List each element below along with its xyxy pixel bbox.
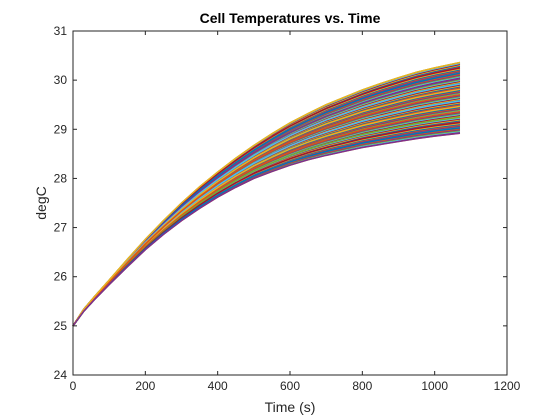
- x-tick-label: 1000: [421, 379, 448, 393]
- series-line-extreme: [72, 132, 461, 327]
- x-tick-label: 600: [280, 379, 300, 393]
- x-tick-label: 800: [352, 379, 372, 393]
- y-tick-label: 29: [54, 122, 68, 136]
- series-line-extreme: [72, 61, 461, 327]
- y-axis-label: degC: [33, 186, 49, 219]
- chart-title: Cell Temperatures vs. Time: [200, 10, 381, 26]
- y-tick-label: 26: [54, 270, 68, 284]
- x-axis-label: Time (s): [265, 399, 316, 415]
- y-tick-label: 24: [54, 368, 68, 382]
- x-tick-label: 200: [135, 379, 155, 393]
- y-tick-label: 28: [54, 171, 68, 185]
- series-line: [72, 93, 461, 327]
- y-tick-label: 25: [54, 319, 68, 333]
- y-tick-label: 31: [54, 24, 68, 38]
- y-tick-label: 30: [54, 73, 68, 87]
- tick-layer: 0 200 400 600 800 1000 1200 24 25 26 27 28 29 30 31: [54, 24, 521, 393]
- x-tick-label: 400: [208, 379, 228, 393]
- x-tick-label: 0: [70, 379, 77, 393]
- series-layer: [72, 61, 461, 327]
- x-tick-label: 1200: [494, 379, 521, 393]
- y-tick-label: 27: [54, 221, 68, 235]
